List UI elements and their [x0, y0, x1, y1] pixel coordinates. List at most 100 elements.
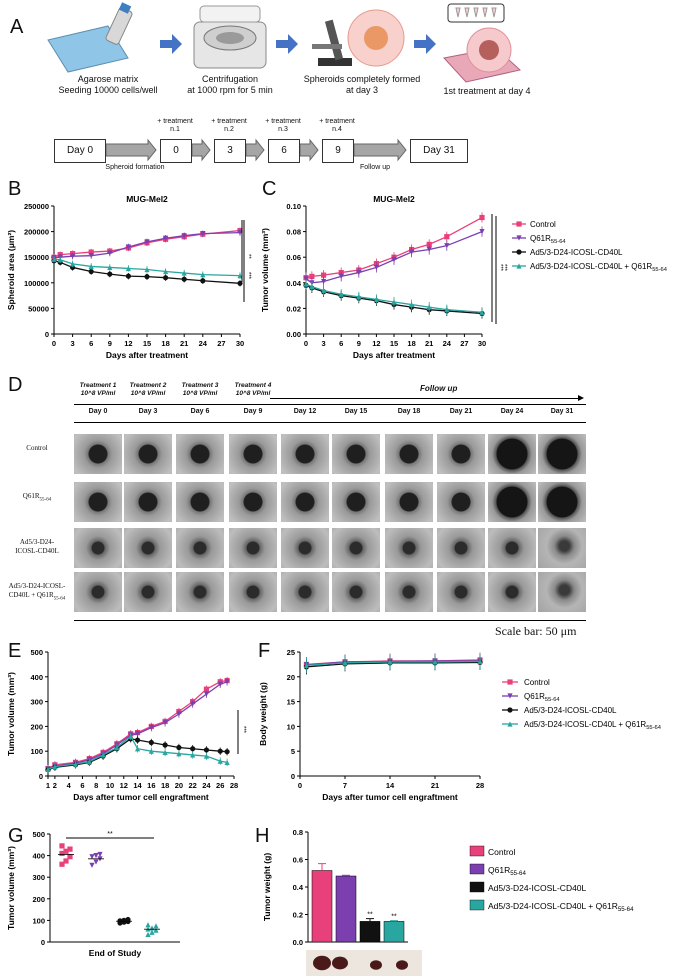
chart-c-tumor-volume: 0.00 0.02 0.04 0.06 0.08 0.10 0 3 6 9 12 15 18 21 24 27…: [260, 194, 668, 360]
x-axis-label: Days after tumor cell engraftment: [73, 792, 209, 802]
legend-marker: [516, 249, 522, 255]
panel-label-h: H: [255, 825, 270, 847]
legend-marker: [507, 721, 513, 727]
legend-swatch: [469, 881, 485, 893]
y-tick-label: 200: [32, 895, 45, 904]
data-point: [190, 701, 196, 707]
spheroid-image: [437, 572, 485, 612]
data-point: [148, 725, 154, 731]
spheroid-image: [437, 434, 485, 474]
timeline-box-day0: Day 0: [54, 139, 106, 163]
data-point: [72, 761, 79, 767]
data-point: [162, 720, 168, 726]
scatter-group-2: [116, 916, 132, 926]
spheroid-image: [281, 572, 329, 612]
treatment-label-1: + treatment n.1: [145, 118, 205, 134]
data-point: [356, 294, 362, 300]
y-tick-label: 250000: [24, 202, 49, 211]
spheroid-image: [385, 528, 433, 568]
treatment-label-1-n: n.1: [170, 126, 180, 133]
legend-label: Q61R55-64: [488, 865, 526, 877]
data-point: [190, 752, 196, 758]
x-tick-label: 1: [46, 781, 50, 790]
data-point: [217, 748, 223, 754]
data-point: [321, 278, 327, 285]
scatter-point: [97, 851, 103, 858]
legend-label: Control: [488, 847, 516, 857]
data-point: [107, 250, 113, 256]
data-point: [134, 737, 141, 743]
chart-f-body-weight: 0 5 10 15 20 25 0 7 14 21 28 Days after tumor cell …: [258, 648, 662, 802]
panel-label-e: E: [8, 640, 22, 662]
data-point: [88, 249, 94, 255]
x-tick-label: 0: [304, 339, 308, 348]
legend: Control Q61R55-64 Ad5/3-D24-ICOSL-CD40L Ad5…: [512, 220, 668, 273]
spheroid-image: [176, 572, 224, 612]
y-tick-label: 0.04: [286, 279, 301, 288]
day-header: Day 9: [243, 408, 263, 415]
series-0: [45, 676, 230, 773]
data-point: [181, 276, 187, 282]
legend-label: Control: [530, 220, 556, 229]
x-tick-label: 24: [199, 339, 208, 348]
data-point: [321, 287, 327, 294]
x-tick-label: 0: [298, 781, 302, 790]
x-axis-label: Days after treatment: [353, 350, 435, 360]
legend-marker: [516, 235, 522, 241]
x-tick-label: 9: [357, 339, 361, 348]
spheroid-image: [385, 572, 433, 612]
legend-swatch: [469, 899, 485, 911]
scatter-group-1: [88, 851, 104, 868]
data-point: [88, 263, 94, 270]
legend: Control Q61R55-64 Ad5/3-D24-ICOSL-CD40L Ad5…: [502, 678, 662, 731]
x-tick-label: 18: [161, 339, 169, 348]
spheroid-image: [176, 528, 224, 568]
data-point: [148, 739, 154, 746]
legend-marker: [507, 679, 513, 685]
chart-title: MUG-Mel2: [126, 194, 168, 204]
data-point: [88, 253, 94, 259]
y-tick-label: 20: [287, 673, 295, 682]
timeline-box-treatment2: 3: [214, 139, 246, 163]
scatter-point: [93, 859, 99, 865]
row-label: Control: [26, 444, 48, 452]
y-tick-label: 0.8: [293, 828, 303, 837]
data-point: [426, 241, 432, 247]
data-point: [134, 746, 141, 752]
scatter-group-3: [144, 922, 160, 938]
legend-marker: [516, 221, 522, 227]
y-tick-label: 0: [39, 772, 43, 781]
y-tick-label: 300: [30, 698, 43, 707]
x-axis-label: Days after treatment: [106, 350, 188, 360]
data-point: [181, 270, 187, 276]
legend-label: Ad5/3-D24-ICOSL-CD40L: [488, 883, 587, 893]
data-point: [148, 748, 154, 754]
y-tick-label: 0.10: [286, 202, 301, 211]
data-point: [409, 249, 415, 255]
bar: [359, 921, 381, 943]
y-tick-label: 0.08: [286, 228, 301, 237]
data-point: [224, 679, 230, 685]
series-1: [303, 226, 485, 288]
spheroid-image: [124, 434, 172, 474]
scatter-point: [121, 917, 127, 923]
spheroid-image: [124, 528, 172, 568]
step2-caption-line1: Centrifugation: [201, 74, 259, 84]
x-tick-label: 0: [52, 339, 56, 348]
legend-label: Ad5/3-D24-ICOSL-CD40L: [524, 706, 617, 715]
spheroid-image: [74, 482, 122, 522]
x-tick-label: 18: [161, 781, 169, 790]
x-tick-label: 3: [322, 339, 326, 348]
series-0: [303, 212, 485, 283]
data-point: [203, 753, 210, 759]
data-point: [125, 265, 131, 272]
step4-caption: 1st treatment at day 4: [443, 86, 531, 96]
scatter-point: [149, 929, 155, 935]
data-point: [200, 272, 206, 278]
data-point: [200, 231, 206, 237]
y-tick-label: 0: [291, 772, 295, 781]
data-point: [303, 276, 309, 282]
series-2: [303, 654, 483, 675]
timeline-box-treatment1: 0: [160, 139, 192, 163]
